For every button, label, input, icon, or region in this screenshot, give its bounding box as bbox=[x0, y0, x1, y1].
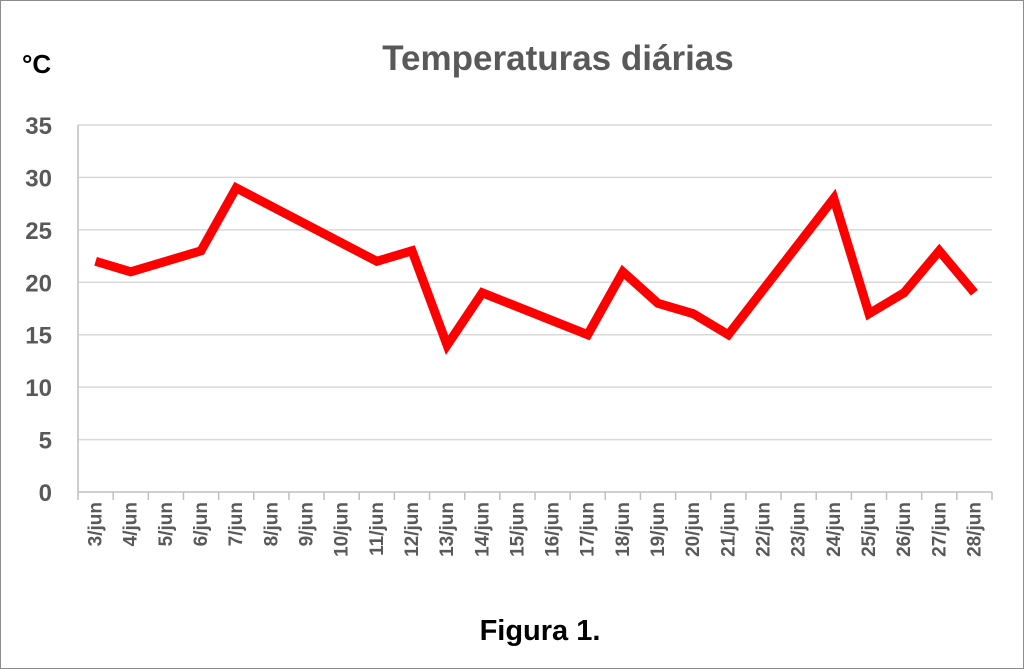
y-tick-label: 20 bbox=[25, 270, 52, 297]
x-tick-label: 10/jun bbox=[332, 502, 353, 557]
x-tick-label: 19/jun bbox=[648, 502, 669, 557]
y-tick-label: 15 bbox=[25, 323, 52, 350]
x-tick-label: 15/jun bbox=[507, 502, 528, 557]
chart-title: Temperaturas diárias bbox=[382, 39, 733, 78]
x-tick-label: 5/jun bbox=[156, 502, 177, 546]
x-tick-label: 20/jun bbox=[683, 502, 704, 557]
x-tick-label: 27/jun bbox=[929, 502, 950, 557]
x-tick-label: 3/jun bbox=[86, 502, 107, 546]
figure-caption: Figura 1. bbox=[480, 615, 601, 647]
x-tick-label: 22/jun bbox=[754, 502, 775, 557]
x-tick-label: 28/jun bbox=[964, 502, 985, 557]
x-tick-label: 7/jun bbox=[226, 502, 247, 546]
y-tick-label: 10 bbox=[25, 375, 52, 402]
x-tick-label: 12/jun bbox=[402, 502, 423, 557]
y-tick-label: 0 bbox=[39, 480, 52, 507]
y-tick-label: 35 bbox=[25, 113, 52, 140]
x-tick-label: 13/jun bbox=[437, 502, 458, 557]
x-tick-label: 23/jun bbox=[789, 502, 810, 557]
x-tick-label: 18/jun bbox=[613, 502, 634, 557]
x-tick-label: 25/jun bbox=[859, 502, 880, 557]
y-tick-label: 25 bbox=[25, 218, 52, 245]
y-axis-unit-label: °C bbox=[22, 49, 51, 79]
x-tick-label: 11/jun bbox=[367, 502, 388, 556]
x-tick-label: 17/jun bbox=[578, 502, 599, 557]
x-tick-label: 8/jun bbox=[261, 502, 282, 546]
x-tick-label: 26/jun bbox=[894, 502, 915, 557]
y-tick-label: 30 bbox=[25, 165, 52, 192]
x-tick-label: 24/jun bbox=[824, 502, 845, 557]
x-tick-label: 16/jun bbox=[543, 502, 564, 557]
x-tick-label: 9/jun bbox=[297, 502, 318, 546]
x-tick-label: 6/jun bbox=[191, 502, 212, 546]
x-tick-label: 4/jun bbox=[121, 502, 142, 546]
x-tick-label: 14/jun bbox=[472, 502, 493, 557]
y-tick-label: 5 bbox=[39, 428, 52, 455]
x-tick-label: 21/jun bbox=[718, 502, 739, 557]
